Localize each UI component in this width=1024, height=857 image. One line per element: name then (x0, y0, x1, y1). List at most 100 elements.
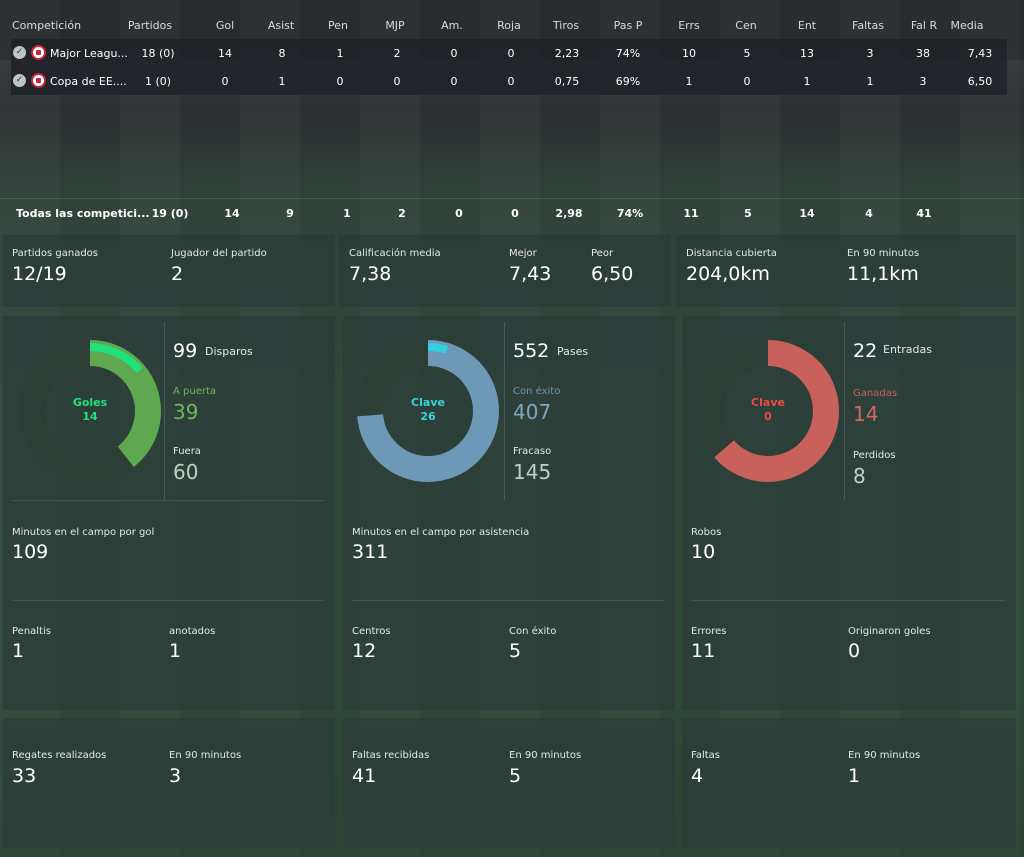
competition-name: Major Leagu... (50, 47, 128, 60)
on-target-label: A puerta (173, 386, 217, 397)
total-crosses: 5 (744, 207, 752, 220)
header-crosses[interactable]: Cen (735, 19, 757, 32)
completed-value: 407 (513, 400, 552, 424)
stats-table-header: Competición Partidos Gol Asist Pen MJP A… (0, 0, 1024, 38)
table-row[interactable]: ✓ Copa de EE.... 1 (0) 0 1 0 0 0 0 0,75 … (11, 67, 1007, 95)
rating-summary-panel: Calificación media 7,38 Mejor 7,43 Peor … (339, 235, 671, 307)
cell-shots: 2,23 (554, 47, 580, 60)
dribbles-per90-label: En 90 minutos (169, 750, 242, 761)
header-matches[interactable]: Partidos (127, 19, 173, 32)
fouls-received-label: Faltas recibidas (352, 750, 430, 761)
matches-summary-panel: Partidos ganados 12/19 Jugador del parti… (3, 235, 335, 307)
header-fouls[interactable]: Faltas (852, 19, 884, 32)
donut-main-arc (19, 340, 161, 482)
cell-assists: 1 (278, 75, 286, 88)
best-label: Mejor (509, 248, 537, 259)
penalties-value: 1 (12, 640, 25, 662)
tackles-lost-label: Perdidos (853, 450, 896, 461)
header-yellow[interactable]: Am. (441, 19, 463, 32)
donut-highlight-arc (22, 343, 158, 479)
cell-pass-pct: 69% (615, 75, 641, 88)
tackles-lost-value: 8 (853, 464, 866, 488)
errors-value: 11 (691, 640, 716, 662)
won-value: 12/19 (12, 263, 67, 285)
crosses-value: 12 (352, 640, 377, 662)
cell-shots: 0,75 (554, 75, 580, 88)
header-errors[interactable]: Errs (678, 19, 700, 32)
header-shots[interactable]: Tiros (552, 19, 580, 32)
tackles-total-label: Entradas (883, 343, 932, 356)
tackles-panel: Clave 0 22 Entradas Ganadas 14 Perdidos … (682, 316, 1016, 710)
fouls-received-panel: Faltas recibidas 41 En 90 minutos 5 (343, 718, 675, 848)
totals-label: Todas las competici... (16, 207, 150, 220)
fouls-panel: Faltas 4 En 90 minutos 1 (682, 718, 1016, 848)
total-tackles: 14 (799, 207, 815, 220)
cell-tackles: 1 (803, 75, 811, 88)
total-pen: 1 (343, 207, 351, 220)
worst-label: Peor (591, 248, 614, 259)
cell-crosses: 5 (743, 47, 751, 60)
off-target-value: 60 (173, 460, 199, 484)
cell-errors: 10 (682, 47, 696, 60)
key-passes-center-label: Clave (411, 396, 445, 409)
key-tackles-center-label: Clave (751, 396, 785, 409)
dribbles-per90-value: 3 (169, 765, 182, 787)
cell-fouls-received: 3 (919, 75, 927, 88)
check-icon: ✓ (13, 74, 26, 87)
worst-value: 6,50 (591, 263, 634, 285)
total-matches: 19 (0) (151, 207, 189, 220)
passes-total: 552 (513, 340, 550, 362)
cell-fouls: 3 (866, 47, 874, 60)
avg-value: 7,38 (349, 263, 392, 285)
divider (352, 600, 664, 601)
min-per-assist-label: Minutos en el campo por asistencia (352, 527, 530, 538)
per90-label: En 90 minutos (847, 248, 920, 259)
shots-total-label: Disparos (205, 345, 253, 358)
cell-pass-pct: 74% (615, 47, 641, 60)
header-red[interactable]: Roja (497, 19, 521, 32)
best-value: 7,43 (509, 263, 552, 285)
cell-mjp: 2 (393, 47, 401, 60)
cell-crosses: 0 (743, 75, 751, 88)
header-mjp[interactable]: MJP (385, 19, 405, 32)
cell-assists: 8 (278, 47, 286, 60)
passes-total-label: Pases (557, 345, 589, 358)
off-target-label: Fuera (173, 446, 201, 457)
header-average[interactable]: Media (950, 19, 984, 32)
interceptions-label: Robos (691, 527, 722, 538)
fouls-received-per90-value: 5 (509, 765, 522, 787)
shots-panel: Goles 14 99 Disparos A puerta 39 Fuera 6… (3, 316, 335, 710)
donut-main-arc (697, 340, 839, 482)
header-goals[interactable]: Gol (215, 19, 235, 32)
total-red: 0 (511, 207, 519, 220)
passes-panel: Clave 26 552 Pases Con éxito 407 Fracaso… (343, 316, 675, 710)
crosses-label: Centros (352, 626, 391, 637)
won-label: Partidos ganados (12, 248, 98, 259)
crosses-completed-label: Con éxito (509, 626, 557, 637)
total-pass-pct: 74% (616, 207, 644, 220)
fouls-label: Faltas (691, 750, 720, 761)
shots-total: 99 (173, 340, 198, 362)
header-pass-pct[interactable]: Pas P (613, 19, 643, 32)
fouls-per90-value: 1 (848, 765, 861, 787)
key-tackles-center-value: 0 (764, 410, 772, 423)
divider (691, 600, 1005, 601)
header-competition[interactable]: Competición (12, 19, 82, 32)
fouls-value: 4 (691, 765, 704, 787)
failed-value: 145 (513, 460, 552, 484)
header-tackles[interactable]: Ent (797, 19, 817, 32)
avg-label: Calificación media (349, 248, 441, 259)
header-assists[interactable]: Asist (267, 19, 295, 32)
header-fouls-received[interactable]: Fal R (910, 19, 938, 32)
competition-logo-icon (31, 73, 46, 88)
total-errors: 11 (683, 207, 699, 220)
competition-logo-icon (31, 45, 46, 60)
table-row[interactable]: ✓ Major Leagu... 18 (0) 14 8 1 2 0 0 2,2… (11, 39, 1007, 67)
header-pen[interactable]: Pen (328, 19, 348, 32)
fouls-received-per90-label: En 90 minutos (509, 750, 582, 761)
total-fouls-received: 41 (916, 207, 932, 220)
scored-value: 1 (169, 640, 182, 662)
dribbles-label: Regates realizados (12, 750, 107, 761)
cell-average: 6,50 (967, 75, 993, 88)
cell-errors: 1 (685, 75, 693, 88)
